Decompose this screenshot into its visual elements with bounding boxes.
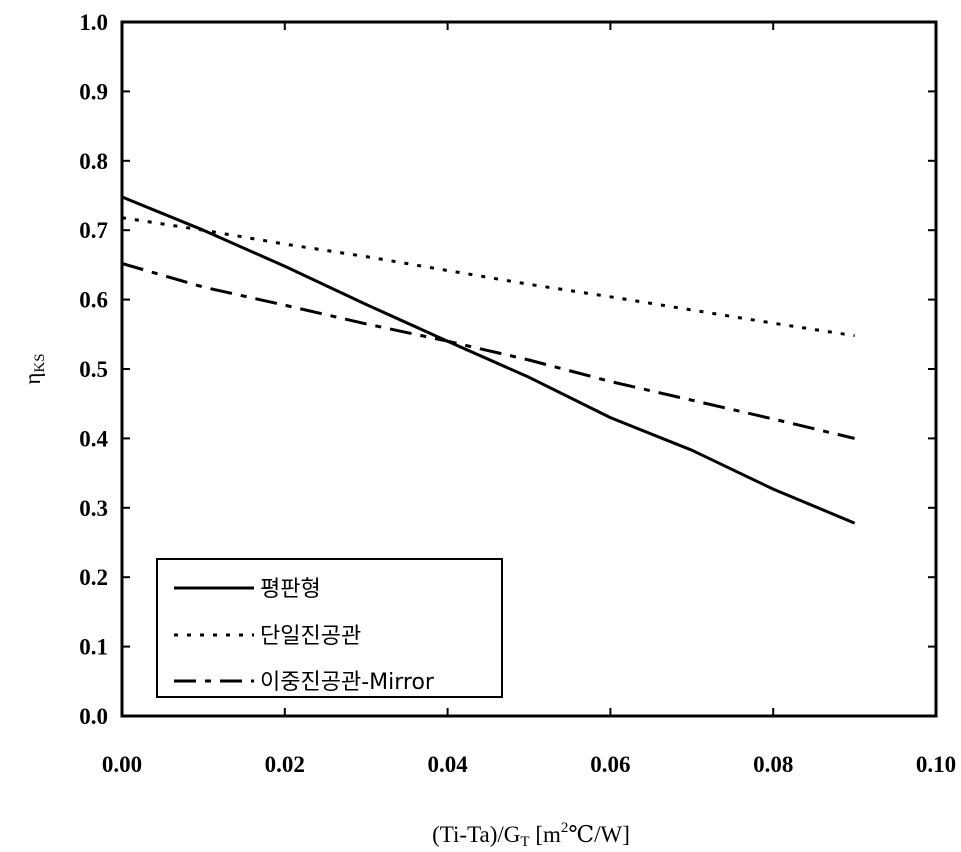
x-axis-ticks: 0.00 0.02 0.04 0.06 0.08 0.10 xyxy=(102,22,956,777)
y-axis-label-part: η xyxy=(20,373,45,385)
x-axis-label-part: (Ti-Ta)/G xyxy=(432,822,520,847)
y-tick-label: 0.6 xyxy=(79,288,108,313)
series-line-2 xyxy=(121,216,855,338)
plot-frame xyxy=(120,20,938,718)
x-tick-label: 0.04 xyxy=(427,752,468,777)
legend-label: 이중진공관-Mirror xyxy=(260,670,435,695)
y-tick-label: 0.7 xyxy=(79,218,108,243)
x-tick-label: 0.00 xyxy=(102,752,142,777)
y-tick-label: 0.5 xyxy=(79,357,108,382)
x-axis-label: (Ti-Ta)/GT [m2℃/W] xyxy=(432,820,630,850)
y-tick-label: 0.4 xyxy=(79,426,108,451)
series-layer xyxy=(121,195,856,525)
x-tick-label: 0.06 xyxy=(590,752,630,777)
y-tick-label: 0.8 xyxy=(79,149,108,174)
legend-label: 단일진공관 xyxy=(260,624,361,649)
x-tick-label: 0.10 xyxy=(916,752,956,777)
x-axis-label-part: ℃/W] xyxy=(568,822,630,847)
y-tick-label: 1.0 xyxy=(79,10,108,35)
x-tick-label: 0.08 xyxy=(753,752,793,777)
y-axis-ticks: 0.0 0.1 0.2 0.3 0.4 0.5 0.6 0.7 0.8 0.9 1.0 xyxy=(79,10,936,729)
legend-box xyxy=(156,558,503,698)
x-axis-label-superscript: 2 xyxy=(561,820,569,836)
x-axis-label-part: [m xyxy=(530,822,561,847)
x-tick-label: 0.02 xyxy=(265,752,305,777)
y-tick-label: 0.3 xyxy=(79,496,108,521)
y-axis-label: ηKS xyxy=(20,353,48,384)
x-axis-label-subscript: T xyxy=(520,834,529,850)
y-tick-label: 0.1 xyxy=(79,635,108,660)
y-tick-label: 0.2 xyxy=(79,565,108,590)
series-line-3 xyxy=(121,262,855,440)
series-line-1 xyxy=(121,195,856,525)
y-tick-label: 0.0 xyxy=(79,704,108,729)
legend-label: 평판형 xyxy=(260,577,321,602)
y-axis-label-subscript: KS xyxy=(32,353,48,372)
y-tick-label: 0.9 xyxy=(79,79,108,104)
